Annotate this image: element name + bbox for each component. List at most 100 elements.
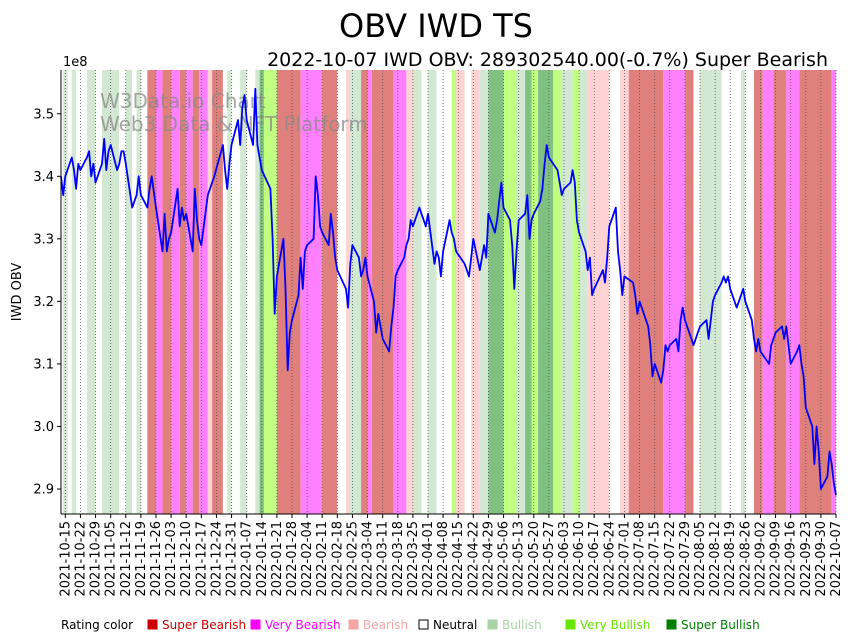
rating-band: [255, 70, 260, 514]
rating-band: [227, 70, 232, 514]
legend-item: Very Bearish: [265, 618, 341, 632]
rating-band: [337, 70, 346, 514]
rating-band: [147, 70, 156, 514]
legend-item: Super Bullish: [681, 618, 760, 632]
rating-band: [207, 70, 213, 514]
rating-band: [579, 70, 588, 514]
y-tick-label: 3.1: [33, 357, 54, 372]
x-tick-label: 2022-04-29: [481, 521, 496, 597]
x-tick-label: 2022-02-11: [315, 521, 330, 597]
rating-band: [693, 70, 700, 514]
rating-band: [171, 70, 180, 514]
rating-band: [95, 70, 103, 514]
x-tick-label: 2022-03-18: [391, 521, 406, 597]
y-axis-label: IWD OBV: [10, 263, 25, 322]
rating-band: [525, 70, 532, 514]
rating-band: [192, 70, 200, 514]
x-tick-label: 2022-06-17: [587, 521, 602, 597]
x-tick-label: 2022-09-16: [784, 521, 799, 597]
rating-band: [393, 70, 407, 514]
rating-band: [361, 70, 368, 514]
rating-band: [125, 70, 133, 514]
rating-band: [587, 70, 610, 514]
rating-band: [561, 70, 573, 514]
rating-band: [572, 70, 580, 514]
obv-series-line: [60, 87, 837, 496]
rating-band: [240, 70, 247, 514]
rating-band: [503, 70, 517, 514]
legend-item: Neutral: [433, 618, 477, 632]
rating-band: [516, 70, 526, 514]
rating-band: [67, 70, 72, 514]
x-tick-label: 2021-12-24: [209, 521, 224, 597]
x-tick-label: 2022-05-06: [497, 521, 512, 597]
x-tick-label: 2021-12-03: [164, 521, 179, 597]
rating-band: [102, 70, 111, 514]
rating-band: [488, 70, 504, 514]
y-tick-label: 3.3: [33, 232, 54, 247]
x-tick-label: 2021-12-31: [225, 521, 240, 597]
legend-item: Bearish: [363, 618, 408, 632]
x-tick-label: 2022-07-15: [648, 521, 663, 597]
rating-band: [231, 70, 241, 514]
x-tick-label: 2022-03-04: [361, 521, 376, 597]
y-tick-label: 3.4: [33, 170, 54, 185]
rating-band: [222, 70, 228, 514]
x-tick-label: 2022-01-28: [285, 521, 300, 597]
rating-band: [436, 70, 452, 514]
x-tick-label: 2021-12-10: [179, 521, 194, 597]
legend-swatch: [666, 619, 677, 630]
x-tick-label: 2022-02-04: [300, 521, 315, 597]
x-tick-label: 2022-03-25: [406, 521, 421, 597]
rating-band: [786, 70, 800, 514]
x-tick-label: 2021-11-26: [149, 521, 164, 597]
rating-band: [367, 70, 372, 514]
rating-band: [186, 70, 193, 514]
rating-band: [322, 70, 338, 514]
x-tick-label: 2022-01-14: [255, 521, 270, 597]
rating-band: [300, 70, 323, 514]
rating-band: [350, 70, 362, 514]
rating-band: [276, 70, 301, 514]
rating-band: [663, 70, 685, 514]
y-scale-label: 1e8: [63, 55, 88, 70]
watermark: W3Data.io Chart Web3 Data & NFT Platform: [100, 89, 368, 136]
x-tick-label: 2022-09-30: [814, 521, 829, 597]
rating-band: [119, 70, 126, 514]
legend-swatch: [348, 619, 359, 630]
chart-subtitle: 2022-10-07 IWD OBV: 289302540.00(-0.7%) …: [267, 49, 828, 71]
y-ticks: 2.9 3.0 3.1 3.2 3.3 3.4 3.5: [33, 107, 61, 497]
x-tick-label: 2022-06-24: [602, 521, 617, 597]
rating-band: [762, 70, 774, 514]
axes: [60, 70, 836, 515]
x-tick-label: 2022-03-11: [376, 521, 391, 597]
x-tick-label: 2021-11-19: [134, 521, 149, 597]
rating-band: [132, 70, 137, 514]
x-tick-label: 2022-08-26: [738, 521, 753, 597]
rating-band: [831, 70, 836, 514]
rating-band: [456, 70, 465, 514]
y-tick-label: 3.0: [33, 420, 54, 435]
x-tick-label: 2022-07-29: [678, 521, 693, 597]
legend-swatch: [487, 619, 498, 630]
rating-band: [179, 70, 187, 514]
rating-band: [609, 70, 621, 514]
rating-band: [71, 70, 77, 514]
rating-band: [699, 70, 722, 514]
legend-swatch: [250, 619, 261, 630]
rating-band: [136, 70, 141, 514]
x-tick-label: 2022-05-27: [542, 521, 557, 597]
rating-band: [246, 70, 256, 514]
x-tick-label: 2022-04-22: [466, 521, 481, 597]
x-tick-label: 2022-08-19: [723, 521, 738, 597]
x-tick-label: 2022-05-13: [512, 521, 527, 597]
x-tick-label: 2021-10-29: [89, 521, 104, 597]
rating-band: [199, 70, 208, 514]
rating-band: [773, 70, 787, 514]
x-tick-label: 2022-05-20: [527, 521, 542, 597]
x-tick-label: 2022-01-07: [240, 521, 255, 597]
x-tick-label: 2021-10-15: [58, 521, 73, 597]
x-tick-label: 2022-07-22: [663, 521, 678, 597]
rating-band: [212, 70, 223, 514]
